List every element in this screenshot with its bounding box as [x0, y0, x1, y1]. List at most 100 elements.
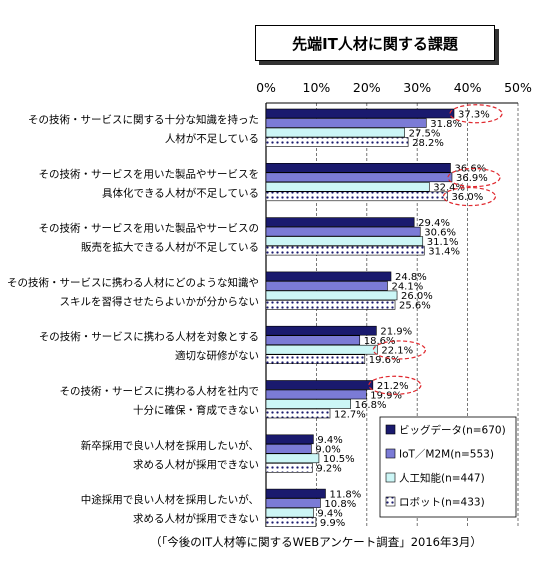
value-label: 24.8%: [395, 272, 427, 283]
x-tick-label: 40%: [454, 80, 482, 95]
category-label: 十分に確保・育成できない: [133, 404, 259, 417]
value-label: 21.9%: [380, 327, 412, 338]
bar: [265, 408, 331, 419]
bar: [265, 137, 409, 147]
category-label: 人材が不足している: [165, 132, 259, 145]
bar: [265, 236, 424, 246]
bar: [265, 118, 427, 128]
category-label: 販売を拡大できる人材が不足している: [81, 241, 259, 254]
highlight-ellipse: [372, 340, 426, 360]
bar: [265, 163, 451, 173]
value-label: 29.4%: [418, 218, 450, 229]
value-label: 28.2%: [412, 138, 444, 149]
highlight-ellipse: [442, 186, 497, 207]
legend-swatch: [385, 472, 396, 483]
bar: [265, 380, 374, 390]
highlight-ellipse: [368, 375, 422, 395]
value-label: 30.6%: [424, 227, 456, 238]
category-label: その技術・サービスを用いた製品やサービスを: [39, 167, 260, 180]
bar: [265, 335, 361, 346]
legend-label: 人工知能(n=447): [399, 472, 485, 485]
highlight-ellipse: [449, 104, 503, 124]
value-label: 36.9%: [456, 173, 488, 184]
value-label: 25.6%: [399, 301, 431, 312]
value-label: 11.8%: [329, 489, 361, 500]
value-label: 36.0%: [451, 192, 483, 203]
category-label: 中途採用で良い人材を採用したいが、: [81, 493, 259, 506]
category-label: 適切な研修がない: [175, 349, 259, 362]
value-label: 9.4%: [317, 508, 342, 519]
value-label: 9.2%: [316, 464, 341, 475]
value-label: 19.6%: [369, 355, 401, 366]
bar: [265, 245, 425, 256]
legend-swatch: [385, 424, 396, 435]
value-label: 36.6%: [454, 164, 486, 175]
bar: [265, 127, 405, 138]
value-label: 26.0%: [401, 291, 433, 302]
value-label: 9.0%: [315, 445, 340, 456]
bar: [265, 399, 351, 409]
value-label: 37.3%: [458, 109, 490, 120]
x-tick-label: 20%: [353, 80, 381, 95]
bar: [265, 389, 367, 400]
value-label: 18.6%: [364, 336, 396, 347]
x-tick-label: 50%: [504, 80, 532, 95]
bar: [265, 271, 392, 282]
legend-swatch: [385, 496, 396, 507]
category-label: その技術・サービスに携わる人材にどのような知識や: [7, 276, 259, 289]
bar: [265, 281, 388, 291]
value-label: 9.4%: [317, 435, 342, 446]
x-tick-label: 10%: [303, 80, 331, 95]
bar: [265, 517, 317, 527]
value-label: 31.4%: [428, 246, 460, 257]
bar: [265, 488, 326, 499]
value-label: 16.8%: [355, 400, 387, 411]
value-label: 32.4%: [433, 183, 465, 194]
bar: [265, 182, 430, 192]
x-tick-label: 0%: [256, 80, 276, 95]
chart-title: 先端IT人材に関する課題: [255, 25, 495, 61]
category-label: その技術・サービスに携わる人材を対象とする: [39, 330, 259, 343]
bar: [265, 462, 313, 473]
bar: [265, 434, 314, 445]
legend-label: IoT／M2M(n=553): [399, 449, 494, 461]
bar: [265, 354, 366, 365]
category-label: その技術・サービスを用いた製品やサービスの: [39, 222, 260, 235]
value-label: 24.1%: [391, 282, 423, 293]
value-label: 31.8%: [430, 119, 462, 130]
legend-swatch: [385, 448, 396, 459]
category-label: 求める人材が採用できない: [133, 512, 259, 525]
category-label: その技術・サービスに携わる人材を社内で: [60, 385, 260, 398]
bar: [265, 344, 378, 355]
bar: [265, 453, 320, 464]
bar: [265, 172, 453, 183]
bar: [265, 290, 398, 301]
value-label: 19.9%: [370, 390, 402, 401]
value-label: 22.1%: [381, 346, 413, 357]
bar: [265, 498, 321, 508]
bar: [265, 108, 455, 119]
legend-label: ロボット(n=433): [399, 497, 485, 509]
value-label: 9.9%: [320, 518, 345, 529]
value-label: 31.1%: [427, 237, 459, 248]
bar: [265, 217, 415, 227]
legend-label: ビッグデータ(n=670): [399, 424, 506, 437]
value-label: 10.8%: [324, 499, 356, 510]
highlight-ellipse: [447, 167, 501, 188]
value-label: 21.2%: [377, 381, 409, 392]
category-label: 具体化できる人材が不足している: [102, 186, 259, 199]
category-label: 求める人材が採用できない: [133, 458, 259, 471]
bar: [265, 300, 396, 310]
bar: [265, 325, 377, 336]
category-label: 新卒採用で良い人材を採用したいが、: [81, 439, 259, 452]
legend-box: [379, 416, 517, 518]
bar: [265, 443, 312, 454]
x-tick-label: 30%: [403, 80, 431, 95]
value-label: 27.5%: [409, 128, 441, 139]
category-label: スキルを習得させたらよいかが分からない: [60, 295, 260, 308]
bar: [265, 226, 421, 237]
source-note: （「今後のIT人材等に関するWEBアンケート調査」2016年3月）: [150, 535, 482, 549]
bar: [265, 191, 448, 202]
bar: [265, 507, 314, 518]
